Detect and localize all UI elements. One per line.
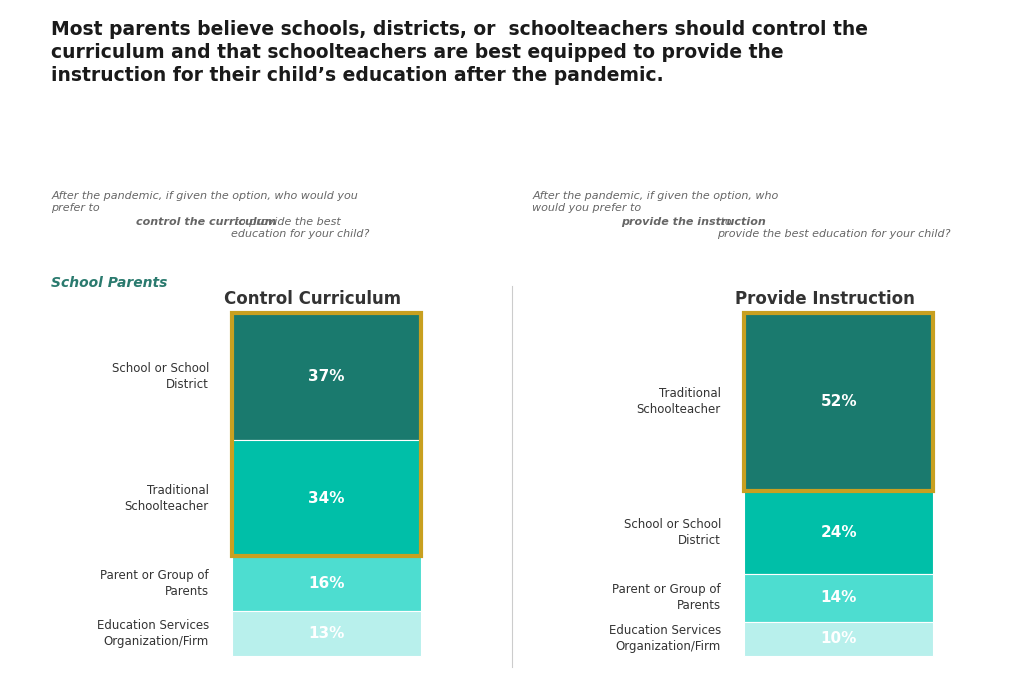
Bar [232,612,421,656]
Text: Education Services
Organization/Firm: Education Services Organization/Firm [608,624,721,653]
Bar [232,313,421,440]
Bar [744,313,933,491]
Bar [232,556,421,612]
Text: Education Services
Organization/Firm: Education Services Organization/Firm [96,619,209,648]
Text: control the curriculum: control the curriculum [136,217,276,227]
Bar [744,622,933,656]
Text: 13%: 13% [308,626,345,641]
Text: School or School
District: School or School District [624,518,721,547]
Text: 10%: 10% [820,631,857,646]
Bar [744,491,933,573]
Text: provide the instruction: provide the instruction [622,217,766,227]
Text: Parent or Group of
Parents: Parent or Group of Parents [100,569,209,599]
Text: Parent or Group of
Parents: Parent or Group of Parents [612,583,721,612]
Text: 14%: 14% [820,590,857,605]
Text: to provide the best
education for your child?: to provide the best education for your c… [231,217,370,239]
Text: After the pandemic, if given the option, who
would you prefer to: After the pandemic, if given the option,… [532,191,778,213]
Text: School or School
District: School or School District [112,362,209,391]
Text: Traditional
Schoolteacher: Traditional Schoolteacher [637,387,721,417]
Bar [232,313,421,556]
Text: School Parents: School Parents [51,276,168,290]
Text: Most parents believe schools, districts, or  schoolteachers should control the
c: Most parents believe schools, districts,… [51,20,868,85]
Bar [744,573,933,622]
Text: 34%: 34% [308,490,345,505]
Text: to
provide the best education for your child?: to provide the best education for your c… [717,217,950,239]
Text: Control Curriculum: Control Curriculum [224,290,401,308]
Text: 24%: 24% [820,525,857,540]
Bar [232,440,421,556]
Text: Provide Instruction: Provide Instruction [734,290,914,308]
Bar [744,313,933,491]
Text: 37%: 37% [308,368,345,383]
Text: Traditional
Schoolteacher: Traditional Schoolteacher [125,484,209,513]
Text: 52%: 52% [820,394,857,409]
Text: After the pandemic, if given the option, who would you
prefer to: After the pandemic, if given the option,… [51,191,358,213]
Text: 16%: 16% [308,576,345,591]
